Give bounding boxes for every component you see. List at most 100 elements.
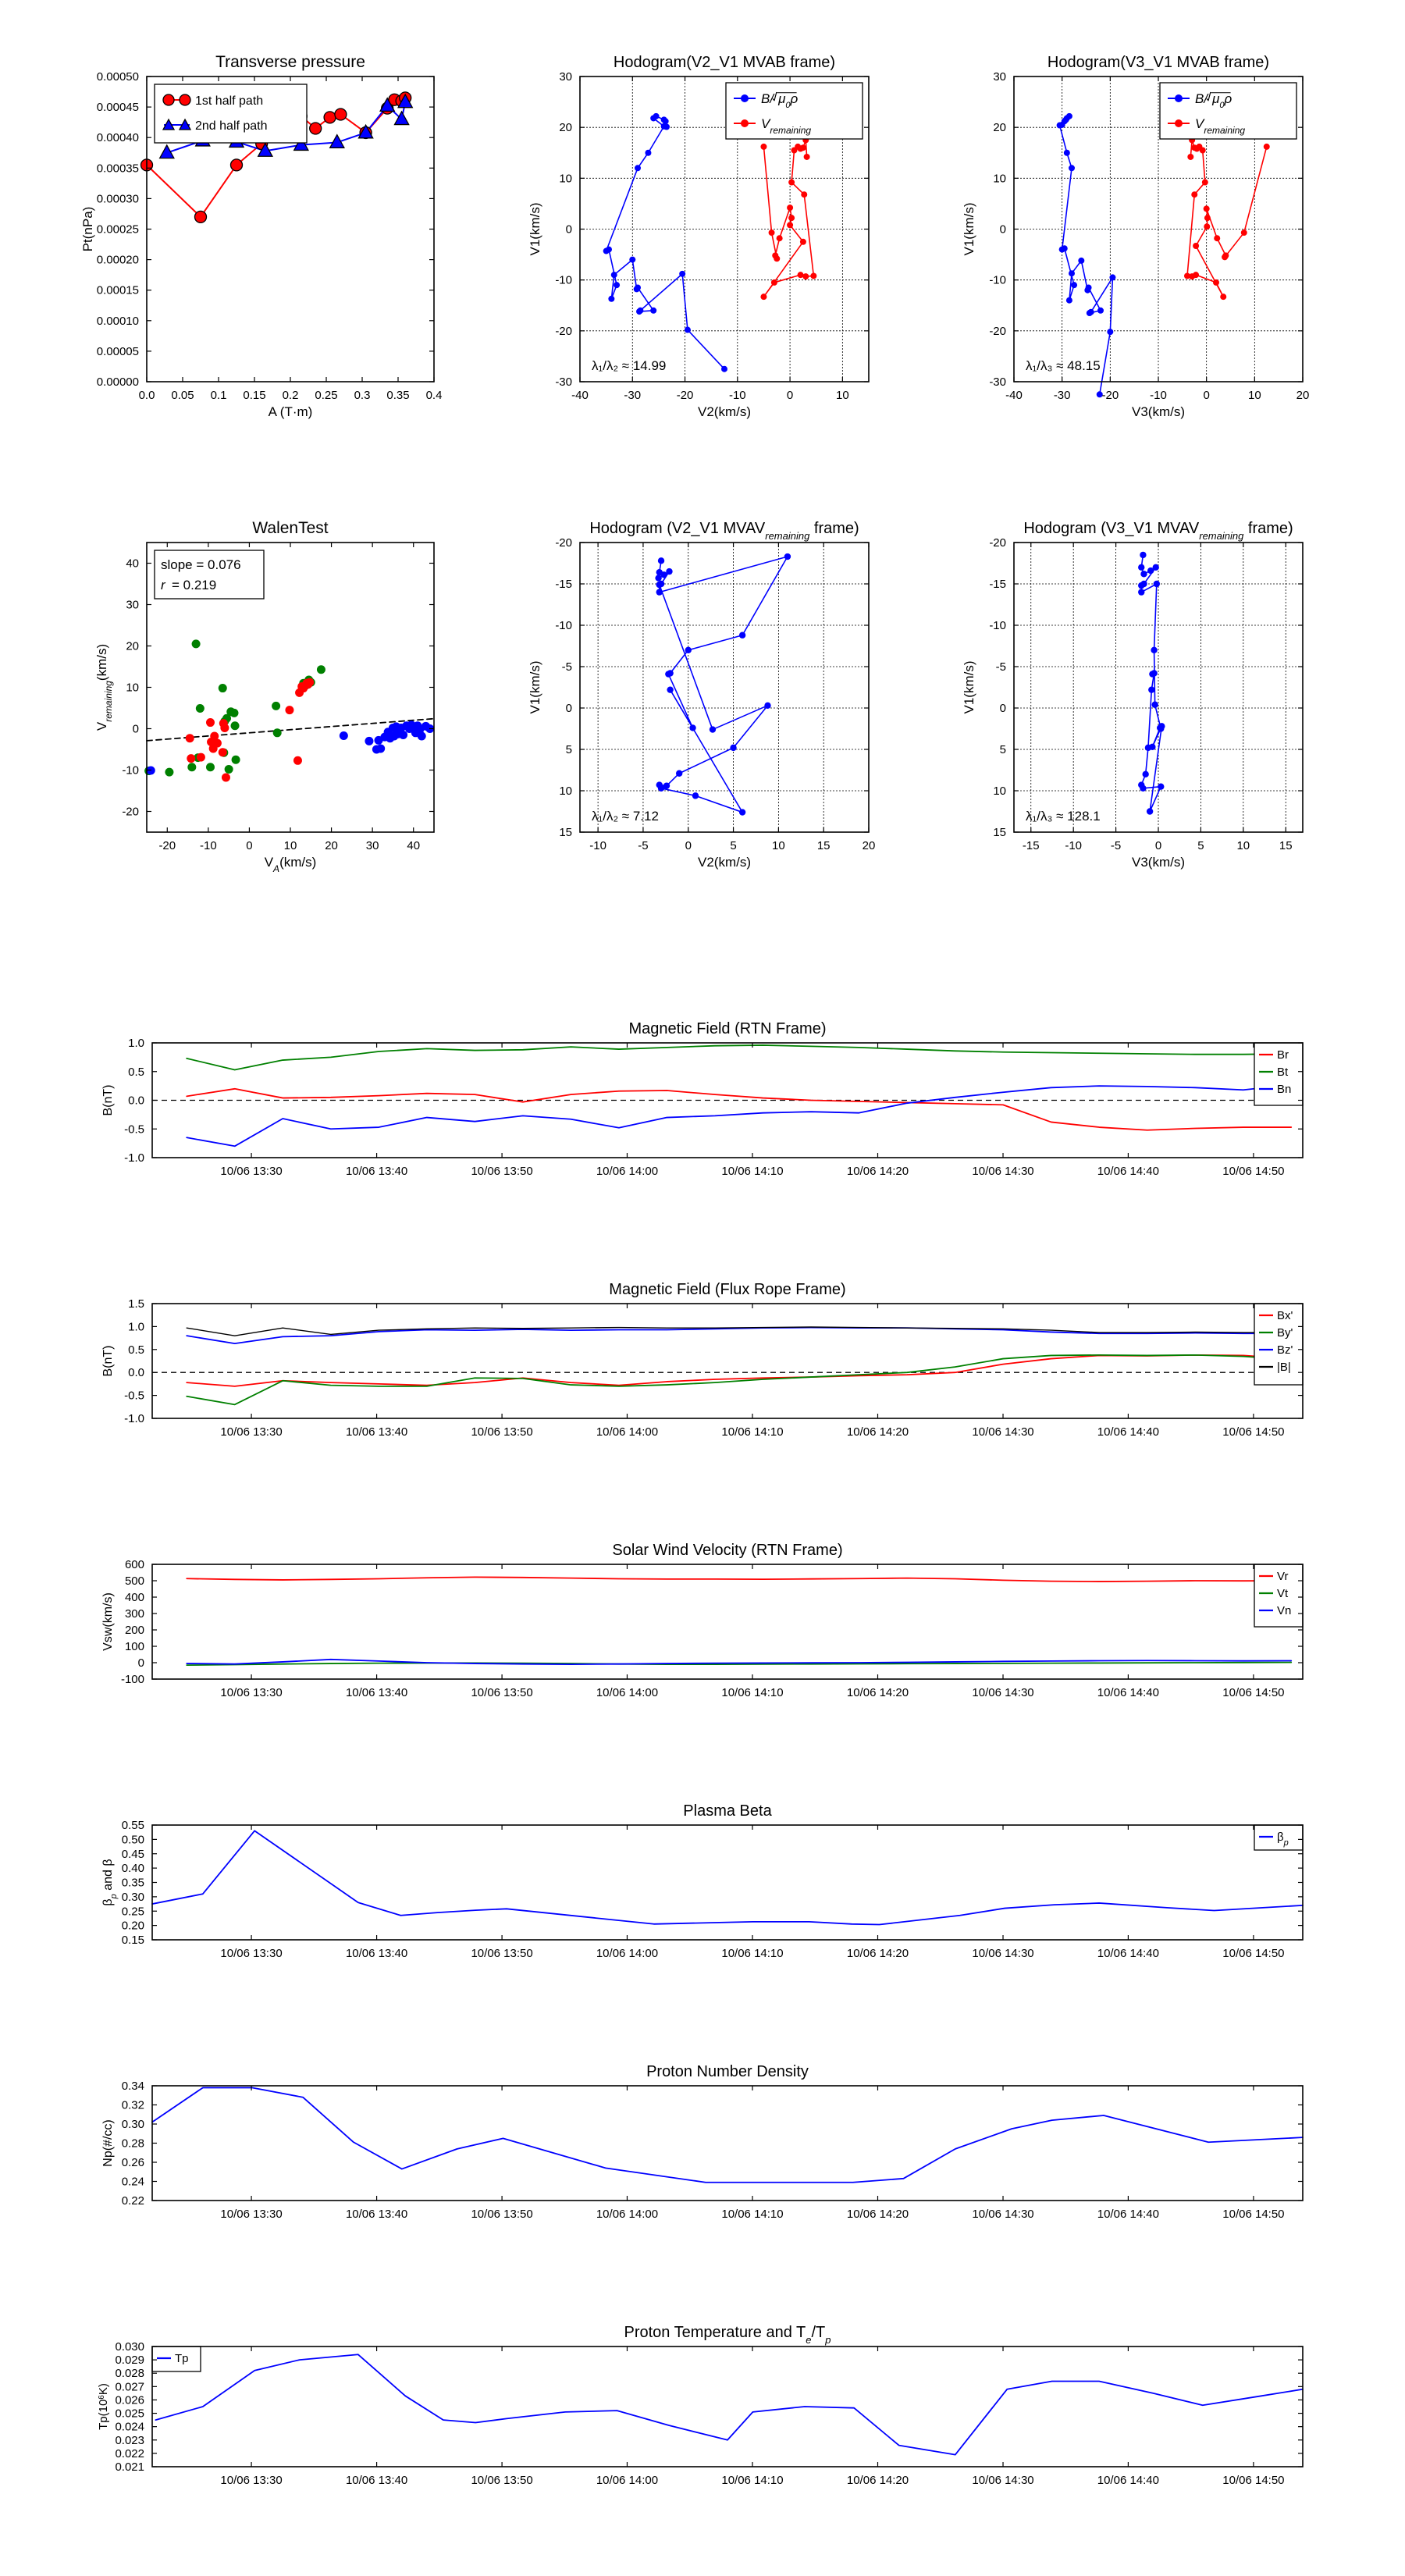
svg-text:-10: -10 [555,619,572,632]
svg-text:|B|: |B| [1277,1361,1291,1374]
svg-text:10/06 14:10: 10/06 14:10 [721,1947,783,1960]
svg-text:0.15: 0.15 [122,1934,144,1947]
svg-text:10/06 13:40: 10/06 13:40 [346,1425,407,1439]
svg-text:10/06 14:40: 10/06 14:40 [1097,1947,1159,1960]
svg-text:A (T·m): A (T·m) [269,404,313,419]
svg-text:5: 5 [1197,839,1204,852]
svg-text:Bx': Bx' [1277,1309,1293,1322]
svg-text:1.0: 1.0 [128,1037,144,1050]
svg-text:15: 15 [993,826,1006,839]
svg-text:10/06 14:30: 10/06 14:30 [972,1947,1033,1960]
svg-text:10/06 14:20: 10/06 14:20 [847,2474,909,2487]
svg-text:5: 5 [566,743,572,756]
svg-text:10: 10 [993,785,1006,798]
svg-text:0.029: 0.029 [115,2354,144,2367]
svg-text:0.023: 0.023 [115,2434,144,2447]
svg-text:10/06 14:50: 10/06 14:50 [1222,2474,1284,2487]
svg-text:0: 0 [1155,839,1161,852]
svg-text:0: 0 [1000,702,1006,715]
svg-text:-15: -15 [555,578,572,591]
svg-text:10/06 14:30: 10/06 14:30 [972,2474,1033,2487]
svg-text:Pt(nPa): Pt(nPa) [80,207,95,252]
svg-text:10: 10 [284,839,297,852]
svg-text:20: 20 [863,839,876,852]
svg-text:10: 10 [993,172,1006,185]
svg-text:0.20: 0.20 [122,1920,144,1933]
svg-text:300: 300 [125,1607,144,1621]
svg-text:0: 0 [787,389,793,402]
svg-text:0.24: 0.24 [122,2176,144,2189]
svg-text:10/06 14:20: 10/06 14:20 [847,1165,909,1178]
svg-text:600: 600 [125,1558,144,1571]
svg-text:0.5: 0.5 [128,1343,144,1357]
svg-text:Vn: Vn [1277,1604,1291,1617]
svg-text:-20: -20 [989,325,1006,338]
svg-text:10/06 14:20: 10/06 14:20 [847,1947,909,1960]
svg-text:10: 10 [772,839,785,852]
svg-text:Transverse pressure: Transverse pressure [215,53,365,71]
svg-text:-10: -10 [589,839,606,852]
svg-text:WalenTest: WalenTest [252,519,328,537]
svg-text:-15: -15 [989,578,1006,591]
svg-text:V3(km/s): V3(km/s) [1132,404,1185,419]
svg-text:-10: -10 [122,764,139,777]
svg-text:10/06 14:20: 10/06 14:20 [847,1686,909,1699]
svg-text:10/06 14:00: 10/06 14:00 [596,2474,658,2487]
svg-text:Vr: Vr [1277,1570,1288,1583]
svg-text:10/06 14:30: 10/06 14:30 [972,1165,1033,1178]
svg-text:0.021: 0.021 [115,2460,144,2474]
svg-text:10/06 13:30: 10/06 13:30 [220,1165,282,1178]
svg-text:-10: -10 [729,389,746,402]
svg-text:Br: Br [1277,1048,1289,1062]
svg-text:0.00015: 0.00015 [97,284,139,297]
svg-text:0.1: 0.1 [211,389,227,402]
svg-text:0.30: 0.30 [122,2118,144,2131]
svg-text:10/06 14:40: 10/06 14:40 [1097,2474,1159,2487]
svg-text:-40: -40 [1005,389,1023,402]
svg-text:0.030: 0.030 [115,2340,144,2354]
svg-text:30: 30 [559,70,572,84]
svg-text:0.00020: 0.00020 [97,254,139,267]
svg-text:10/06 14:00: 10/06 14:00 [596,1686,658,1699]
svg-text:0.027: 0.027 [115,2380,144,2393]
svg-text:Tp(106K): Tp(106K) [97,2383,110,2430]
svg-text:0.35: 0.35 [386,389,409,402]
svg-text:Magnetic Field (Flux Rope Fram: Magnetic Field (Flux Rope Frame) [609,1281,845,1298]
svg-text:-30: -30 [555,375,572,389]
svg-text:-20: -20 [1101,389,1119,402]
svg-text:-10: -10 [1065,839,1082,852]
svg-text:Vremaining(km/s): Vremaining(km/s) [94,644,114,731]
svg-text:0.35: 0.35 [122,1877,144,1890]
svg-text:-5: -5 [996,660,1006,674]
svg-text:10/06 13:50: 10/06 13:50 [471,2208,532,2221]
svg-text:-30: -30 [624,389,641,402]
svg-text:λ₁/λ₂ ≈ 7.12: λ₁/λ₂ ≈ 7.12 [592,809,659,824]
svg-text:0.05: 0.05 [171,389,194,402]
svg-text:Hodogram(V2_V1 MVAB frame): Hodogram(V2_V1 MVAB frame) [614,54,835,71]
svg-text:0: 0 [138,1656,144,1670]
svg-text:-30: -30 [989,375,1006,389]
svg-text:0.15: 0.15 [243,389,265,402]
svg-text:Hodogram (V3_V1 MVAVremaining: Hodogram (V3_V1 MVAVremaining frame) [1023,520,1293,542]
svg-text:V1(km/s): V1(km/s) [528,661,542,714]
svg-text:20: 20 [126,640,139,653]
svg-text:-30: -30 [1054,389,1071,402]
svg-text:5: 5 [1000,743,1006,756]
svg-text:-1.0: -1.0 [124,1412,144,1425]
svg-text:0.025: 0.025 [115,2407,144,2421]
svg-text:V1(km/s): V1(km/s) [528,203,542,256]
svg-text:10: 10 [559,785,572,798]
svg-text:B(nT): B(nT) [101,1085,115,1116]
svg-text:-15: -15 [1023,839,1040,852]
svg-text:0.22: 0.22 [122,2194,144,2208]
svg-text:10/06 13:50: 10/06 13:50 [471,1686,532,1699]
svg-text:0.4: 0.4 [426,389,443,402]
svg-text:10/06 13:50: 10/06 13:50 [471,1165,532,1178]
svg-text:-5: -5 [562,660,572,674]
svg-text:10/06 14:10: 10/06 14:10 [721,2474,783,2487]
svg-text:Vt: Vt [1277,1587,1289,1600]
svg-text:10: 10 [1236,839,1250,852]
svg-text:Plasma Beta: Plasma Beta [683,1802,772,1820]
svg-text:VA(km/s): VA(km/s) [265,855,317,874]
svg-text:2nd half path: 2nd half path [195,119,268,133]
